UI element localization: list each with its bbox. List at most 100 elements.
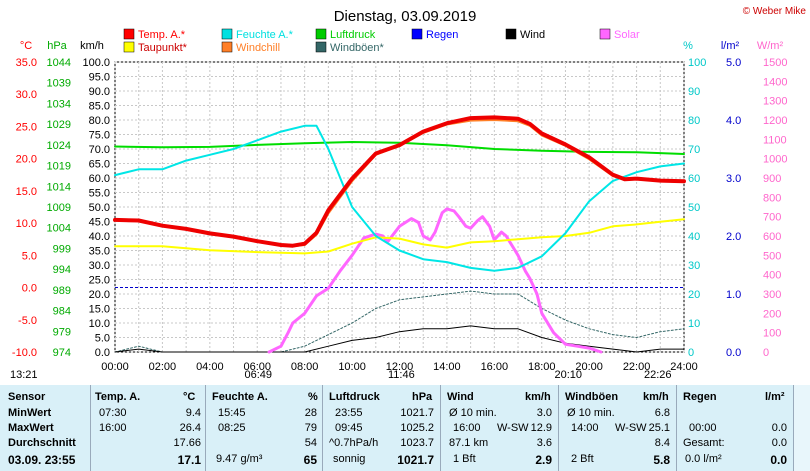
- time-marker: 11:46: [388, 369, 415, 381]
- rain-header: Regen: [683, 391, 717, 403]
- time-markers: 13:21 06:49 11:46 20:10 22:26: [10, 369, 672, 381]
- pressure-trend: ^0.7hPa/h: [329, 437, 379, 449]
- x-tick-label: 16:00: [481, 361, 509, 373]
- axis-unit-label: %: [683, 40, 693, 52]
- y-tick-pressure: 1044: [47, 57, 71, 69]
- axis-unit-label: hPa: [47, 40, 67, 52]
- wind-avg-value: 3.6: [536, 437, 552, 449]
- legend-label: Feuchte A.*: [236, 29, 294, 41]
- summary-table: Sensor MinWert MaxWert Durchschnitt 03.0…: [0, 385, 810, 471]
- y-tick-pressure: 1029: [47, 119, 71, 131]
- gust-beaufort: 2 Bft: [571, 453, 594, 465]
- legend-swatch: [599, 28, 611, 40]
- time-marker: 06:49: [244, 369, 272, 381]
- pressure-forecast: sonnig: [333, 453, 366, 465]
- y-tick-temp: 20.0: [16, 154, 37, 166]
- axis-unit-label: km/h: [80, 40, 104, 52]
- x-tick-label: 22:00: [623, 361, 651, 373]
- y-tick-solar: 1500: [763, 57, 787, 69]
- wind-header: Wind: [447, 391, 474, 403]
- rain-current-label: 0.0 l/m²: [685, 453, 722, 465]
- y-tick-solar: 1100: [763, 134, 787, 146]
- gust-avg10-value: 6.8: [654, 407, 670, 419]
- legend-label: Windchill: [236, 42, 280, 54]
- humidity-unit: %: [308, 391, 318, 403]
- y-tick-wind: 95.0: [89, 72, 110, 84]
- legend-label: Wind: [520, 29, 545, 41]
- x-tick-label: 24:00: [670, 361, 698, 373]
- y-tick-wind: 25.0: [89, 275, 110, 287]
- y-tick-rain: 0.0: [726, 347, 741, 359]
- legend-swatch: [221, 28, 233, 40]
- gust-avg-value: 8.4: [654, 437, 670, 449]
- y-tick-rain: 2.0: [726, 231, 741, 243]
- y-tick-temp: -10.0: [12, 347, 37, 359]
- y-tick-solar: 0: [763, 347, 769, 359]
- y-tick-solar: 300: [763, 289, 781, 301]
- y-tick-pressure: 994: [53, 264, 71, 276]
- copyright-text: © Weber Mike: [743, 6, 807, 17]
- legend-swatch: [221, 41, 233, 53]
- plot-area: [114, 61, 685, 353]
- y-tick-wind: 80.0: [89, 115, 110, 127]
- y-tick-temp: 25.0: [16, 121, 37, 133]
- y-tick-pressure: 1004: [47, 223, 71, 235]
- y-tick-temp: 5.0: [22, 250, 37, 262]
- x-tick-label: 10:00: [338, 361, 366, 373]
- y-tick-pressure: 1014: [47, 181, 71, 193]
- legend-label: Windböen*: [330, 42, 385, 54]
- y-tick-pressure: 1024: [47, 140, 71, 152]
- y-tick-wind: 0.0: [95, 347, 110, 359]
- humidity-header: Feuchte A.: [212, 391, 268, 403]
- y-tick-solar: 400: [763, 270, 781, 282]
- pressure-min-time: 23:55: [335, 407, 363, 419]
- y-tick-humidity: 40: [688, 231, 700, 243]
- current-label: 03.09. 23:55: [8, 453, 76, 467]
- temp-unit: °C: [183, 391, 196, 403]
- y-tick-wind: 85.0: [89, 101, 110, 113]
- temp-min-time: 07:30: [99, 407, 127, 419]
- y-tick-wind: 70.0: [89, 144, 110, 156]
- humidity-column: Feuchte A.% 15:45 28 08:25 79 54 9.47 g/m³…: [206, 385, 322, 471]
- pressure-min-value: 1021.7: [400, 407, 434, 419]
- gust-column: Windböen km/h Ø 10 min. 6.8 14:00 W-SW 25.1 …: [559, 385, 676, 471]
- series-line: [114, 325, 685, 353]
- y-tick-solar: 1300: [763, 96, 787, 108]
- pressure-avg-value: 1023.7: [400, 437, 434, 449]
- axis-unit-label: l/m²: [721, 40, 740, 52]
- y-tick-wind: 10.0: [89, 318, 110, 330]
- gust-unit: km/h: [643, 391, 669, 403]
- legend-label: Luftdruck: [330, 29, 376, 41]
- wind-distance: 87.1 km: [449, 437, 489, 449]
- humidity-min-value: 28: [304, 407, 317, 419]
- sensor-header: Sensor: [8, 391, 46, 403]
- y-tick-temp: 15.0: [16, 186, 37, 198]
- temp-max-time: 16:00: [99, 422, 127, 434]
- y-tick-wind: 55.0: [89, 188, 110, 200]
- legend-swatch: [315, 41, 327, 53]
- legend-swatch: [123, 41, 135, 53]
- wind-unit: km/h: [525, 391, 551, 403]
- min-label: MinWert: [8, 407, 52, 419]
- y-tick-pressure: 1019: [47, 161, 71, 173]
- temp-column: Temp. A. °C 07:30 9.4 16:00 26.4 17.66 17.1: [91, 385, 205, 471]
- wind-avg10-label: Ø 10 min.: [449, 407, 497, 419]
- y-tick-solar: 1200: [763, 115, 787, 127]
- rain-total-value: 0.0: [771, 437, 787, 449]
- temp-avg-value: 17.66: [173, 437, 201, 449]
- rain-max-value: 0.0: [771, 422, 787, 434]
- legend-label: Temp. A.*: [138, 29, 186, 41]
- y-tick-pressure: 999: [53, 243, 71, 255]
- humidity-avg-value: 54: [304, 437, 317, 449]
- x-tick-label: 06:00: [243, 361, 271, 373]
- legend-label: Regen: [426, 29, 458, 41]
- legend-swatch: [505, 28, 517, 40]
- y-tick-humidity: 90: [688, 86, 700, 98]
- right-edge-cell: [794, 385, 810, 471]
- y-tick-temp: 30.0: [16, 89, 37, 101]
- axis-unit-label: W/m²: [757, 40, 784, 52]
- humidity-max-time: 08:25: [218, 422, 246, 434]
- temp-min-value: 9.4: [185, 407, 201, 419]
- x-tick-label: 20:00: [575, 361, 603, 373]
- gust-header: Windböen: [565, 391, 619, 403]
